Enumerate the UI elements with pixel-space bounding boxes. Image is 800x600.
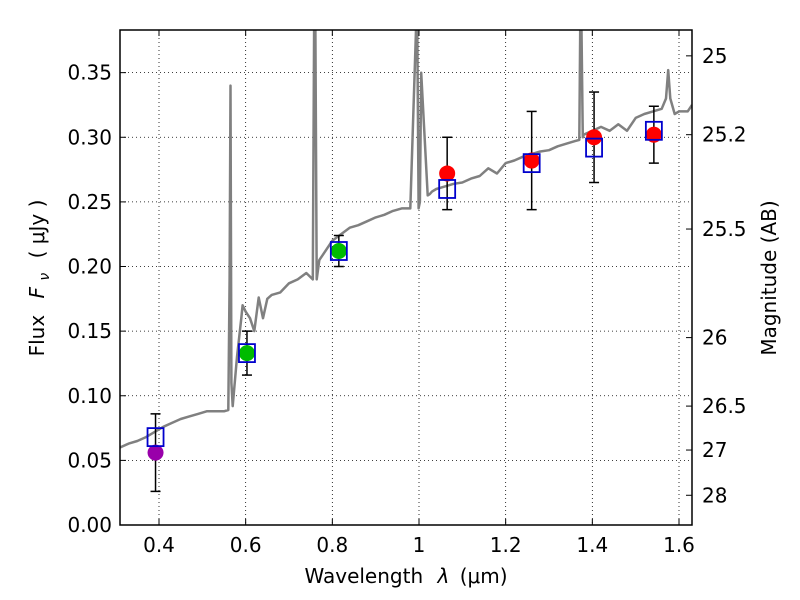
data-points-layer xyxy=(147,126,662,461)
y-tick-label: 0.00 xyxy=(67,513,112,537)
data-point xyxy=(439,165,456,182)
y-tick-label: 0.05 xyxy=(67,448,112,472)
x-tick-label: 1.6 xyxy=(663,533,695,557)
y-axis-label-subscript: ν xyxy=(37,273,53,281)
y-axis-ticks: 0.00 0.05 0.10 0.15 0.20 0.25 0.30 0.35 xyxy=(67,61,126,537)
errorbar-layer xyxy=(150,91,659,493)
model-band-square xyxy=(644,120,663,141)
data-point xyxy=(330,243,347,260)
y-tick-label: 0.10 xyxy=(67,384,112,408)
x-axis-label-unit: (μm) xyxy=(460,564,508,588)
x-tick-label: 1.4 xyxy=(576,533,608,557)
y-axis-label-symbol: F xyxy=(25,286,49,298)
y-tick-label: 0.15 xyxy=(67,319,112,343)
data-point xyxy=(645,126,662,143)
model-spectrum-layer xyxy=(120,30,692,449)
y2-axis-label: Magnitude (AB) xyxy=(757,200,781,355)
model-band-square xyxy=(438,179,457,199)
x-tick-label: 1 xyxy=(413,533,426,557)
y2-tick-label: 26.5 xyxy=(702,394,747,418)
model-band-square xyxy=(522,153,541,174)
x-axis-label: Wavelength λ (μm) xyxy=(304,564,507,588)
y-tick-label: 0.20 xyxy=(67,255,112,279)
plot-frame xyxy=(119,29,693,526)
model-band-square xyxy=(329,241,348,261)
x-axis-ticks: 0.4 0.6 0.8 1 1.2 1.4 1.6 xyxy=(143,30,695,557)
grid-lines xyxy=(120,30,692,526)
x-tick-label: 1.2 xyxy=(490,533,522,557)
data-point xyxy=(586,129,603,146)
y2-tick-label: 25 xyxy=(702,44,727,68)
y-tick-label: 0.30 xyxy=(67,125,112,149)
model-band-square xyxy=(585,137,603,158)
y-axis-label: Flux F ν ( μJy ) xyxy=(25,200,54,357)
x-tick-label: 0.6 xyxy=(230,533,262,557)
y2-tick-label: 27 xyxy=(702,438,727,462)
y-tick-label: 0.25 xyxy=(67,190,112,214)
model-spectrum-line xyxy=(120,30,692,449)
x-axis-label-symbol: λ xyxy=(437,564,450,588)
y2-tick-label: 28 xyxy=(702,483,727,507)
x-tick-label: 0.4 xyxy=(143,533,175,557)
model-band-layer xyxy=(146,120,663,448)
y2-axis-ticks: 25 25.2 25.5 26 26.5 27 28 xyxy=(686,44,747,507)
model-band-square xyxy=(238,343,256,364)
y2-tick-label: 26 xyxy=(702,326,727,350)
y2-tick-label: 25.2 xyxy=(702,123,747,147)
x-tick-label: 0.8 xyxy=(316,533,348,557)
data-point xyxy=(238,345,255,362)
data-point xyxy=(147,444,164,461)
x-axis-label-prefix: Wavelength xyxy=(304,564,423,588)
y2-tick-label: 25.5 xyxy=(702,217,747,241)
y-tick-label: 0.35 xyxy=(67,61,112,85)
model-band-square xyxy=(146,427,165,448)
y-axis-label-prefix: Flux xyxy=(25,315,49,357)
y-axis-label-unit: ( μJy ) xyxy=(25,200,49,259)
data-point xyxy=(523,152,540,169)
